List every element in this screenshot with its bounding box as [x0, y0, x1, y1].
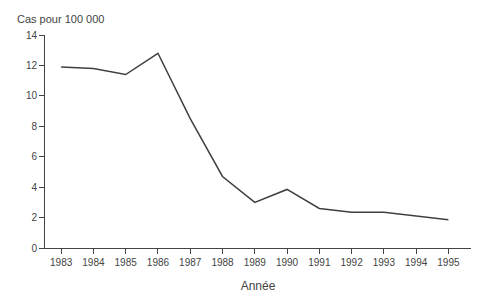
svg-text:1987: 1987 — [179, 257, 202, 268]
svg-text:6: 6 — [31, 151, 37, 162]
svg-text:0: 0 — [31, 243, 37, 254]
svg-text:1991: 1991 — [308, 257, 331, 268]
svg-text:1986: 1986 — [147, 257, 170, 268]
svg-text:12: 12 — [26, 60, 38, 71]
svg-text:1995: 1995 — [437, 257, 460, 268]
svg-text:2: 2 — [31, 212, 37, 223]
svg-text:1988: 1988 — [211, 257, 234, 268]
svg-text:1992: 1992 — [340, 257, 363, 268]
svg-text:1983: 1983 — [50, 257, 73, 268]
svg-text:1993: 1993 — [373, 257, 396, 268]
svg-text:1990: 1990 — [276, 257, 299, 268]
svg-text:1989: 1989 — [244, 257, 267, 268]
svg-text:4: 4 — [31, 182, 37, 193]
svg-text:10: 10 — [26, 90, 38, 101]
svg-text:1985: 1985 — [115, 257, 138, 268]
svg-text:1984: 1984 — [82, 257, 105, 268]
svg-text:1994: 1994 — [405, 257, 428, 268]
svg-text:Cas pour 100 000: Cas pour 100 000 — [17, 13, 104, 25]
svg-text:Année: Année — [241, 279, 276, 293]
svg-text:14: 14 — [26, 30, 38, 41]
svg-text:8: 8 — [31, 121, 37, 132]
